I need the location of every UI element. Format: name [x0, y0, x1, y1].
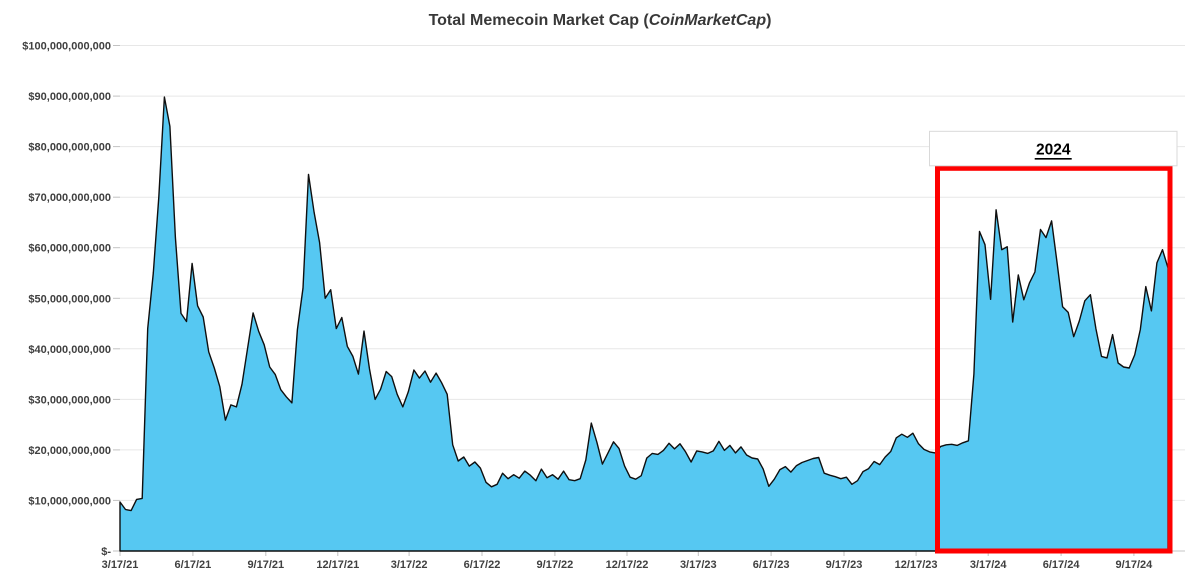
highlight-box-2024	[935, 165, 1173, 554]
x-axis-label: 9/17/22	[537, 559, 574, 571]
x-axis-label: 6/17/21	[175, 559, 212, 571]
x-axis-label: 3/17/22	[391, 559, 428, 571]
x-axis: 3/17/21 6/17/21 9/17/21 12/17/21 3/17/22 6/17…	[102, 551, 1153, 571]
x-axis-label: 6/17/22	[464, 559, 501, 571]
x-axis-label: 3/17/21	[102, 559, 139, 571]
x-axis-label: 9/17/21	[247, 559, 284, 571]
y-axis-label: $30,000,000,000	[28, 394, 111, 406]
y-axis: $- $10,000,000,000 $20,000,000,000 $30,000,…	[22, 41, 120, 558]
y-axis-label: $70,000,000,000	[28, 192, 111, 204]
chart-title-prefix: Total Memecoin Market Cap (	[429, 12, 650, 29]
y-axis-label: $-	[101, 546, 111, 558]
x-axis-label: 6/17/24	[1043, 559, 1081, 571]
x-axis-label: 12/17/22	[606, 559, 649, 571]
area-series-layer	[119, 96, 1169, 552]
annotation-2024: 2024	[929, 130, 1178, 167]
x-axis-label: 6/17/23	[753, 559, 790, 571]
x-axis-label: 3/17/23	[680, 559, 717, 571]
market-cap-area-series	[119, 96, 1169, 552]
x-axis-label: 12/17/21	[316, 559, 359, 571]
chart-title: Total Memecoin Market Cap (CoinMarketCap…	[429, 12, 772, 29]
y-axis-label: $10,000,000,000	[28, 495, 111, 507]
y-axis-label: $80,000,000,000	[28, 142, 111, 154]
x-axis-label: 3/17/24	[970, 559, 1008, 571]
x-axis-label: 9/17/24	[1116, 559, 1154, 571]
annotation-2024-box	[929, 130, 1178, 167]
x-axis-label: 9/17/23	[826, 559, 863, 571]
y-axis-label: $50,000,000,000	[28, 293, 111, 305]
y-axis-label: $100,000,000,000	[22, 41, 111, 53]
y-axis-label: $60,000,000,000	[28, 243, 111, 255]
y-axis-label: $40,000,000,000	[28, 344, 111, 356]
chart-title-suffix: )	[766, 12, 771, 29]
x-axis-label: 12/17/23	[895, 559, 938, 571]
annotation-2024-label: 2024	[1036, 141, 1071, 158]
y-axis-label: $90,000,000,000	[28, 91, 111, 103]
chart-title-source: CoinMarketCap	[649, 12, 767, 29]
y-axis-label: $20,000,000,000	[28, 445, 111, 457]
